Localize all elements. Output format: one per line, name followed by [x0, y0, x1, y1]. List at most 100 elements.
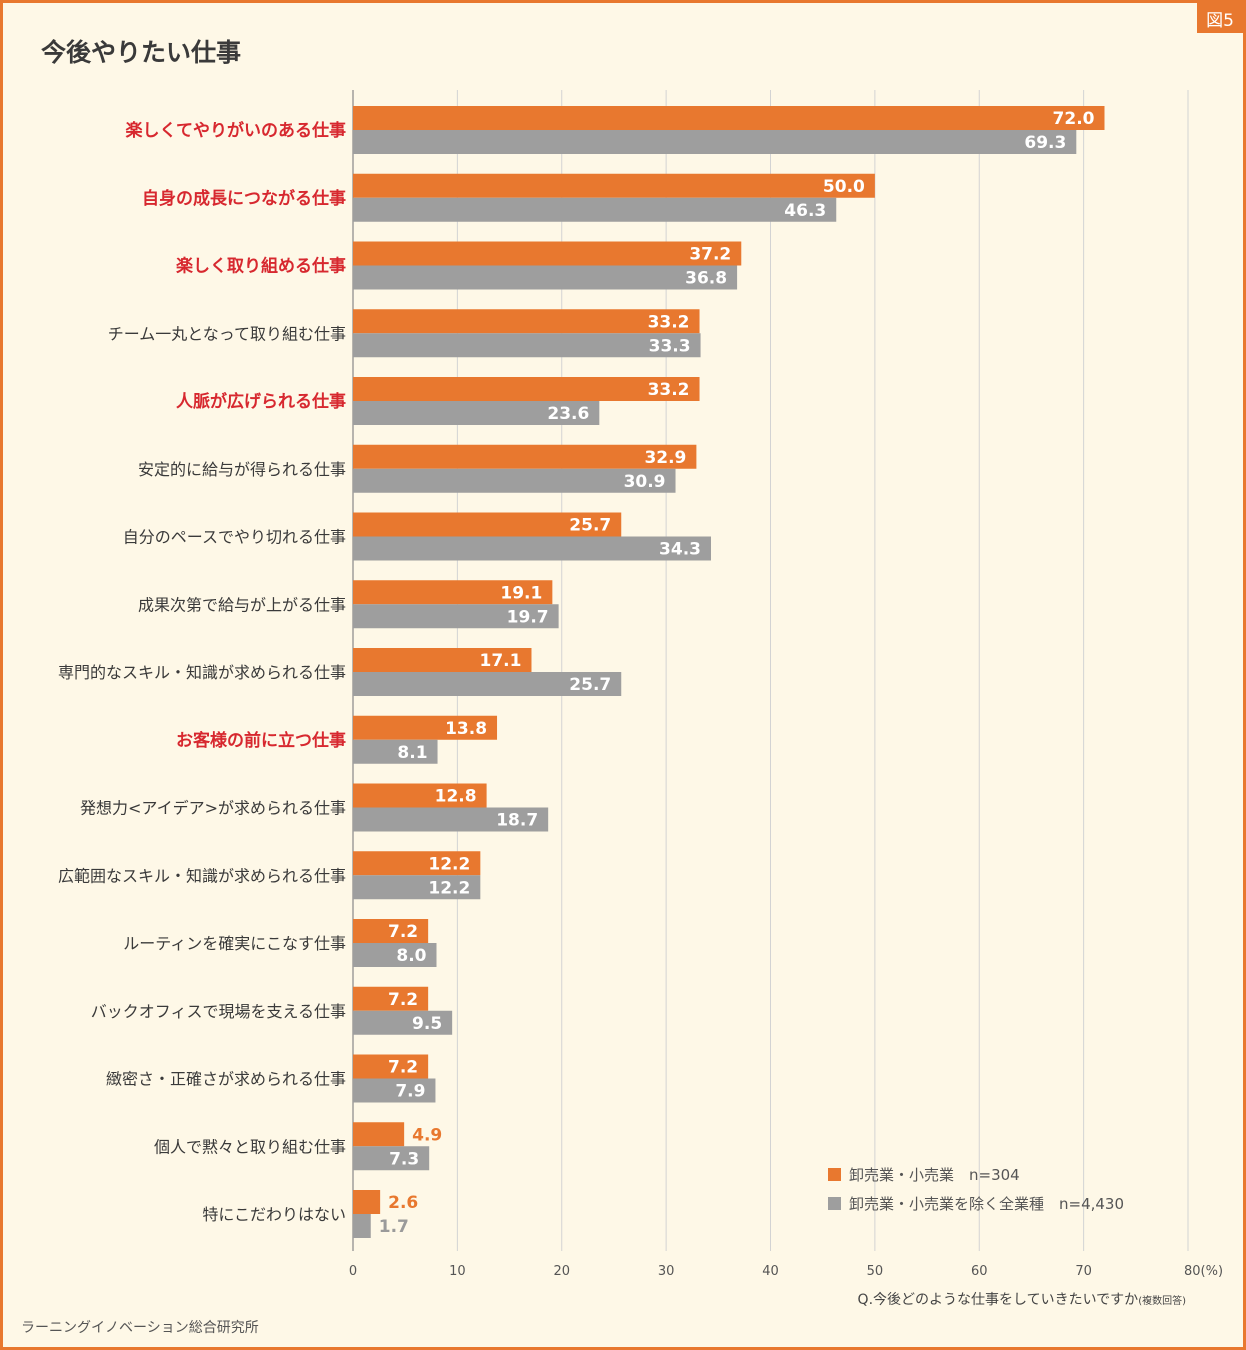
value-label: 19.7 — [507, 607, 549, 627]
bar-all-industries — [353, 197, 837, 222]
value-label: 50.0 — [823, 177, 865, 197]
category-label: 楽しく取り組める仕事 — [176, 256, 346, 277]
bar-all-industries — [353, 265, 738, 290]
value-label: 12.2 — [428, 854, 470, 874]
question-note: (複数回答) — [1138, 1296, 1186, 1307]
bar-all-industries — [353, 1214, 371, 1238]
category-label: 自分のペースでやり切れる仕事 — [123, 528, 346, 547]
value-label: 33.3 — [649, 336, 691, 356]
category-label: 成果次第で給与が上がる仕事 — [138, 595, 346, 614]
value-label: 1.7 — [379, 1217, 409, 1237]
bar-all-industries — [353, 401, 600, 425]
source-credit: ラーニングイノベーション総合研究所 — [21, 1320, 259, 1336]
bar-wholesale-retail — [353, 986, 429, 1011]
bar-wholesale-retail — [353, 919, 429, 943]
figure-number-badge: 図5 — [1197, 3, 1243, 33]
value-label: 32.9 — [644, 448, 686, 468]
bar-all-industries — [353, 739, 438, 764]
value-label: 7.3 — [389, 1149, 419, 1169]
value-label: 12.8 — [435, 787, 477, 807]
survey-question: Q.今後どのような仕事をしていきたいですか(複数回答) — [858, 1289, 1186, 1309]
legend-item-wholesale-retail: 卸売業・小売業 n=304 — [828, 1160, 1124, 1189]
x-tick-label: 0 — [349, 1264, 357, 1279]
category-label: チーム一丸となって取り組む仕事 — [108, 324, 346, 343]
bar-all-industries — [353, 1078, 436, 1103]
value-label: 2.6 — [388, 1193, 418, 1213]
bar-all-industries — [353, 1146, 430, 1171]
value-label: 36.8 — [685, 269, 727, 289]
bar-all-industries — [353, 672, 622, 696]
x-tick-label: 50 — [867, 1264, 884, 1279]
category-label: 個人で黙々と取り組む仕事 — [154, 1137, 346, 1156]
bar-all-industries — [353, 333, 701, 358]
category-label: 自身の成長につながる仕事 — [142, 188, 346, 209]
value-label: 7.9 — [395, 1082, 425, 1102]
bar-all-industries — [353, 536, 712, 561]
bar-all-industries — [353, 943, 437, 967]
bar-all-industries — [353, 875, 481, 900]
value-label: 19.1 — [500, 583, 542, 603]
bar-wholesale-retail — [353, 648, 532, 672]
bar-wholesale-retail — [353, 1054, 429, 1079]
value-label: 7.2 — [388, 922, 418, 942]
bar-all-industries — [353, 130, 1077, 154]
bar-wholesale-retail — [353, 241, 742, 266]
legend-swatch-gray — [828, 1197, 841, 1210]
chart-legend: 卸売業・小売業 n=304 卸売業・小売業を除く全業種 n=4,430 — [828, 1160, 1124, 1218]
category-label: 専門的なスキル・知識が求められる仕事 — [58, 663, 346, 682]
value-label: 12.2 — [428, 878, 470, 898]
bar-wholesale-retail — [353, 715, 498, 740]
bar-all-industries — [353, 468, 676, 493]
value-label: 25.7 — [569, 516, 611, 536]
category-label: 発想力<アイデア>が求められる仕事 — [80, 799, 346, 818]
value-label: 13.8 — [445, 719, 487, 739]
chart-title: 今後やりたい仕事 — [41, 38, 242, 67]
value-label: 33.2 — [648, 312, 690, 332]
category-label: 安定的に給与が得られる仕事 — [138, 460, 346, 479]
x-tick-label: 30 — [658, 1264, 675, 1279]
bar-chart: 0 10 20 30 40 50 60 70 80(%) 楽しくてやりがいのある仕事 72.0 69.… — [58, 90, 1223, 1279]
value-label: 7.2 — [388, 990, 418, 1010]
category-label: ルーティンを確実にこなす仕事 — [123, 934, 346, 953]
bar-wholesale-retail — [353, 173, 875, 198]
value-label: 7.2 — [388, 1058, 418, 1078]
x-tick-label: 80(%) — [1184, 1264, 1223, 1279]
legend-swatch-orange — [828, 1168, 841, 1181]
value-label: 8.1 — [397, 743, 427, 763]
value-label: 46.3 — [784, 201, 826, 221]
x-tick-label: 70 — [1075, 1264, 1092, 1279]
category-label: 広範囲なスキル・知識が求められる仕事 — [58, 866, 346, 885]
value-label: 72.0 — [1053, 109, 1095, 129]
value-label: 18.7 — [496, 811, 538, 831]
bar-wholesale-retail — [353, 106, 1105, 130]
legend-item-all-industries: 卸売業・小売業を除く全業種 n=4,430 — [828, 1189, 1124, 1218]
category-label: お客様の前に立つ仕事 — [176, 730, 346, 751]
value-label: 34.3 — [659, 540, 701, 560]
category-label: 緻密さ・正確さが求められる仕事 — [106, 1070, 346, 1089]
bar-wholesale-retail — [353, 783, 487, 808]
category-label: バックオフィスで現場を支える仕事 — [91, 1002, 346, 1021]
value-label: 17.1 — [480, 651, 522, 671]
bar-wholesale-retail — [353, 309, 700, 334]
bar-all-industries — [353, 807, 549, 832]
category-label: 楽しくてやりがいのある仕事 — [126, 120, 347, 141]
value-label: 9.5 — [412, 1014, 442, 1034]
value-label: 37.2 — [689, 245, 731, 265]
category-label: 特にこだわりはない — [202, 1205, 346, 1224]
question-text: Q.今後どのような仕事をしていきたいですか — [857, 1292, 1139, 1308]
bar-wholesale-retail — [353, 851, 481, 876]
value-label: 8.0 — [396, 946, 426, 966]
value-label: 4.9 — [412, 1125, 442, 1145]
bar-wholesale-retail — [353, 580, 553, 605]
value-label: 25.7 — [569, 675, 611, 695]
bar-wholesale-retail — [353, 1122, 405, 1147]
bar-wholesale-retail — [353, 1190, 381, 1214]
legend-label: 卸売業・小売業 n=304 — [849, 1166, 1020, 1184]
x-tick-label: 60 — [971, 1264, 988, 1279]
category-label: 人脈が広げられる仕事 — [176, 391, 346, 412]
x-tick-label: 20 — [553, 1264, 570, 1279]
value-label: 23.6 — [547, 404, 589, 424]
bar-wholesale-retail — [353, 512, 622, 537]
bar-wholesale-retail — [353, 444, 697, 469]
